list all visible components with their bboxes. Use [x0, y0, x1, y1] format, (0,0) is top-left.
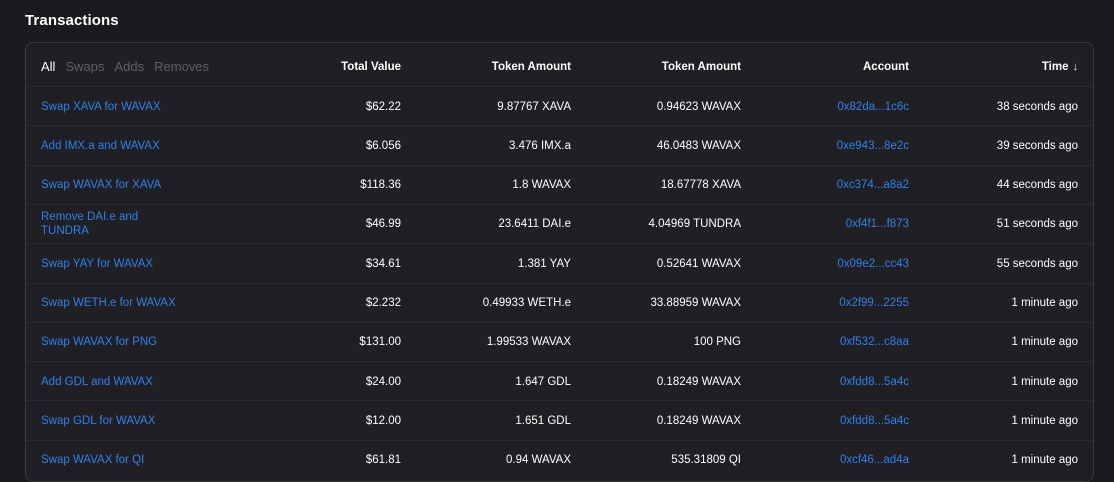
transaction-type-link[interactable]: Swap YAY for WAVAX: [41, 257, 154, 270]
token-amount-2-cell: 0.94623 WAVAX: [656, 100, 741, 113]
filter-adds[interactable]: Adds: [114, 59, 145, 74]
transaction-type-link[interactable]: Swap XAVA for WAVAX: [41, 100, 161, 113]
header-account: Account: [863, 60, 909, 73]
token-amount-1-cell: 9.87767 XAVA: [497, 100, 571, 113]
token-amount-2-cell: 0.18249 WAVAX: [656, 414, 741, 427]
header-time-label: Time: [1041, 60, 1069, 73]
table-row: Swap WETH.e for WAVAX $2.232 0.49933 WETH.…: [26, 282, 1093, 323]
time-cell: 1 minute ago: [1011, 336, 1079, 349]
table-row: Remove DAI.e and TUNDRA $46.99 23.6411 DAI…: [26, 203, 1093, 244]
time-cell: 1 minute ago: [1011, 414, 1079, 427]
time-cell: 39 seconds ago: [996, 139, 1078, 152]
table-row: Add GDL and WAVAX $24.00 1.647 GDL 0.18249 …: [26, 361, 1093, 401]
token-amount-1-cell: 3.476 IMX.a: [508, 139, 571, 152]
transaction-type-link[interactable]: Add GDL and WAVAX: [41, 375, 153, 388]
table-row: Swap WAVAX for XAVA $118.36 1.8 WAVAX 18.67…: [26, 164, 1093, 205]
filter-swaps[interactable]: Swaps: [65, 59, 105, 74]
table-row: Add IMX.a and WAVAX $6.056 3.476 IMX.a 46.0…: [26, 125, 1093, 165]
account-link[interactable]: 0xfdd8...5a4c: [839, 375, 909, 388]
time-cell: 51 seconds ago: [996, 218, 1078, 231]
sort-down-icon: ↓: [1072, 60, 1079, 73]
header-time[interactable]: Time ↓: [926, 47, 1078, 86]
transaction-type-link[interactable]: Swap GDL for WAVAX: [41, 414, 156, 427]
total-value-cell: $2.232: [365, 297, 401, 309]
total-value-cell: $118.36: [360, 179, 401, 192]
time-cell: 44 seconds ago: [996, 179, 1078, 192]
token-amount-2-cell: 18.67778 XAVA: [660, 179, 741, 192]
transaction-type-link[interactable]: Swap WAVAX for QI: [41, 454, 145, 467]
account-link[interactable]: 0x82da...1c6c: [837, 100, 909, 113]
token-amount-2-cell: 4.04969 TUNDRA: [648, 218, 741, 231]
time-cell: 1 minute ago: [1011, 297, 1079, 309]
transactions-table: All Swaps Adds Removes Total Value Token…: [25, 42, 1094, 482]
filter-all[interactable]: All: [41, 59, 56, 74]
transaction-type-link[interactable]: Swap WAVAX for PNG: [41, 336, 158, 349]
transaction-type-link[interactable]: Add IMX.a and WAVAX: [41, 139, 160, 152]
token-amount-1-cell: 1.381 YAY: [517, 257, 571, 270]
account-link[interactable]: 0xf532...c8aa: [839, 336, 909, 349]
account-link[interactable]: 0x2f99...2255: [839, 297, 909, 309]
table-row: Swap WAVAX for PNG $131.00 1.99533 WAVAX 10…: [26, 321, 1093, 362]
header-token-amount-1[interactable]: Token Amount: [491, 60, 571, 73]
total-value-cell: $12.00: [365, 414, 401, 427]
total-value-cell: $46.99: [365, 218, 401, 231]
token-amount-2-cell: 100 PNG: [693, 336, 741, 349]
account-link[interactable]: 0xc374...a8a2: [836, 179, 909, 192]
token-amount-2-cell: 535.31809 QI: [671, 454, 741, 467]
total-value-cell: $61.81: [365, 454, 401, 467]
header-total-value[interactable]: Total Value: [341, 60, 401, 73]
total-value-cell: $131.00: [359, 336, 401, 349]
total-value-cell: $24.00: [365, 375, 401, 388]
filter-removes[interactable]: Removes: [154, 59, 210, 74]
token-amount-1-cell: 23.6411 DAI.e: [498, 218, 571, 231]
token-amount-2-cell: 0.18249 WAVAX: [656, 375, 741, 388]
transactions-title: Transactions: [25, 12, 119, 29]
account-link[interactable]: 0xe943...8e2c: [836, 139, 909, 152]
time-cell: 38 seconds ago: [996, 100, 1078, 113]
token-amount-1-cell: 0.49933 WETH.e: [482, 297, 571, 309]
total-value-cell: $34.61: [365, 257, 401, 270]
transaction-type-link[interactable]: Remove DAI.e and TUNDRA: [41, 211, 139, 238]
table-row: Swap WAVAX for QI $61.81 0.94 WAVAX 535.318…: [26, 439, 1093, 480]
table-header: All Swaps Adds Removes Total Value Token…: [26, 47, 1093, 86]
transaction-type-link[interactable]: Swap WAVAX for XAVA: [41, 179, 162, 192]
time-cell: 55 seconds ago: [996, 257, 1078, 270]
token-amount-1-cell: 0.94 WAVAX: [506, 454, 571, 467]
header-token-amount-2[interactable]: Token Amount: [661, 60, 741, 73]
filter-tabs: All Swaps Adds Removes: [41, 47, 209, 86]
account-link[interactable]: 0x09e2...cc43: [837, 257, 909, 270]
token-amount-1-cell: 1.647 GDL: [515, 375, 571, 388]
token-amount-1-cell: 1.8 WAVAX: [512, 179, 571, 192]
transaction-type-link[interactable]: Swap WETH.e for WAVAX: [41, 297, 176, 309]
token-amount-2-cell: 46.0483 WAVAX: [656, 139, 741, 152]
total-value-cell: $6.056: [365, 139, 401, 152]
token-amount-1-cell: 1.99533 WAVAX: [486, 336, 571, 349]
account-link[interactable]: 0xf4f1...f873: [845, 218, 909, 231]
account-link[interactable]: 0xfdd8...5a4c: [839, 414, 909, 427]
table-row: Swap XAVA for WAVAX $62.22 9.87767 XAVA 0.9…: [26, 86, 1093, 126]
table-row: Swap YAY for WAVAX $34.61 1.381 YAY 0.52641…: [26, 243, 1093, 283]
time-cell: 1 minute ago: [1011, 454, 1079, 467]
token-amount-2-cell: 33.88959 WAVAX: [650, 297, 741, 309]
total-value-cell: $62.22: [365, 100, 401, 113]
token-amount-2-cell: 0.52641 WAVAX: [656, 257, 741, 270]
time-cell: 1 minute ago: [1011, 375, 1079, 388]
account-link[interactable]: 0xcf46...ad4a: [839, 454, 909, 467]
table-row: Swap GDL for WAVAX $12.00 1.651 GDL 0.18249…: [26, 400, 1093, 440]
token-amount-1-cell: 1.651 GDL: [515, 414, 571, 427]
